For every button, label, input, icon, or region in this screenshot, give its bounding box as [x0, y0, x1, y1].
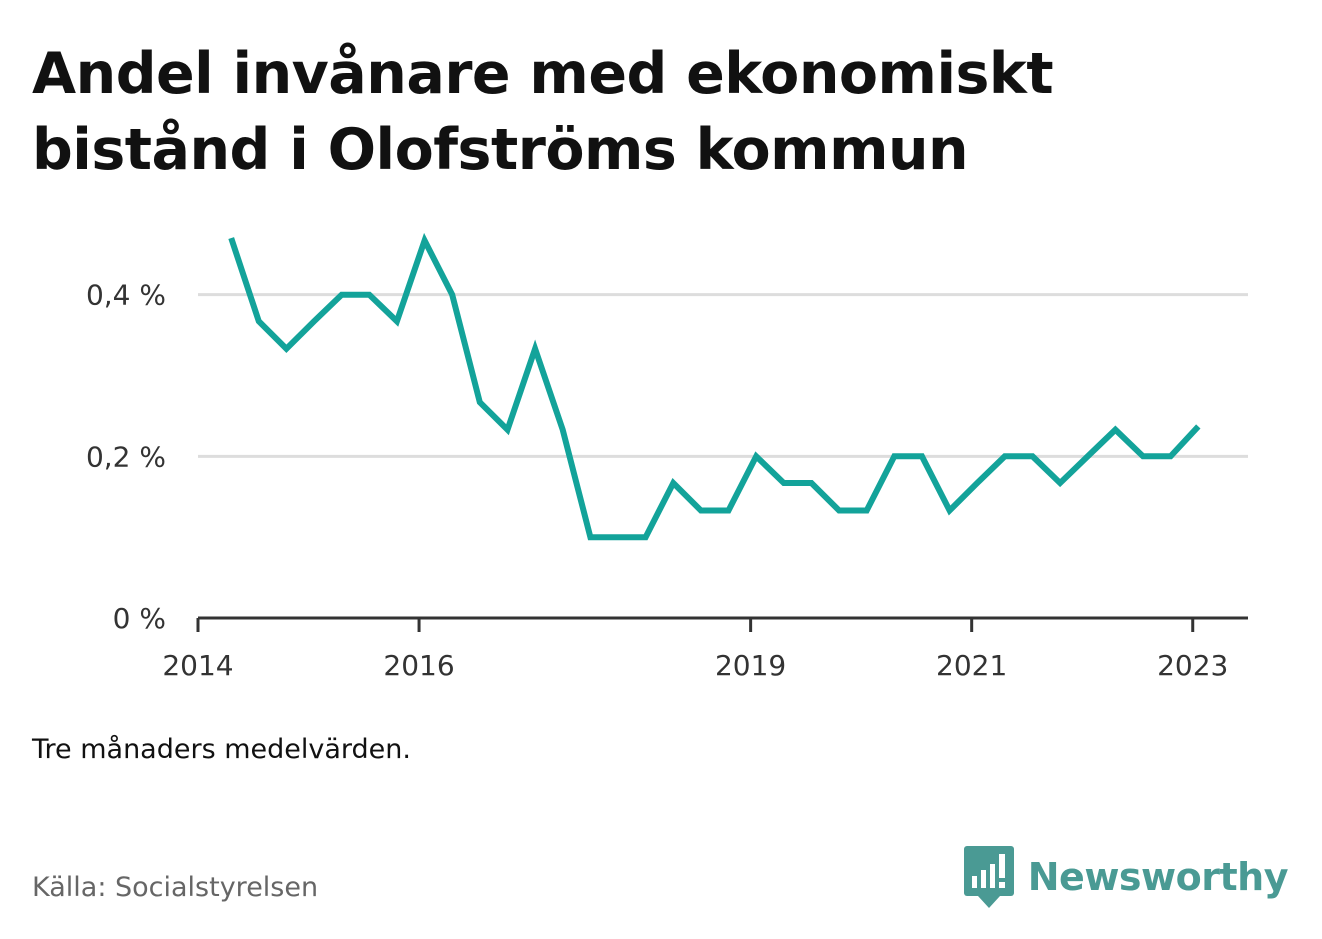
brand-name: Newsworthy [1027, 855, 1289, 899]
series-layer [228, 232, 1201, 541]
x-tick-label: 2019 [715, 649, 786, 682]
y-tick-label: 0 % [113, 602, 166, 635]
x-tick-label: 2016 [383, 649, 454, 682]
newsworthy-logo: Newsworthy [963, 846, 1289, 908]
x-axis: 2014 2016 2019 2021 2023 [162, 616, 1248, 682]
source-label: Källa: Socialstyrelsen [32, 872, 319, 903]
y-axis-ticks: 0 % 0,2 % 0,4 % [86, 279, 166, 635]
x-tick-label: 2023 [1157, 649, 1228, 682]
gridlines [198, 293, 1248, 458]
line-chart: 0 % 0,2 % 0,4 % 2014 2016 2019 2021 2023 [86, 232, 1248, 682]
newsworthy-logo-icon [963, 846, 1014, 908]
chart-note: Tre månaders medelvärden. [32, 734, 411, 765]
x-tick-label: 2014 [162, 649, 233, 682]
y-tick-label: 0,2 % [86, 440, 166, 473]
x-tick-label: 2021 [936, 649, 1007, 682]
series-line [228, 232, 1201, 541]
chart-title: Andel invånare med ekonomiskt bistånd i … [32, 41, 1054, 183]
y-tick-label: 0,4 % [86, 279, 166, 312]
